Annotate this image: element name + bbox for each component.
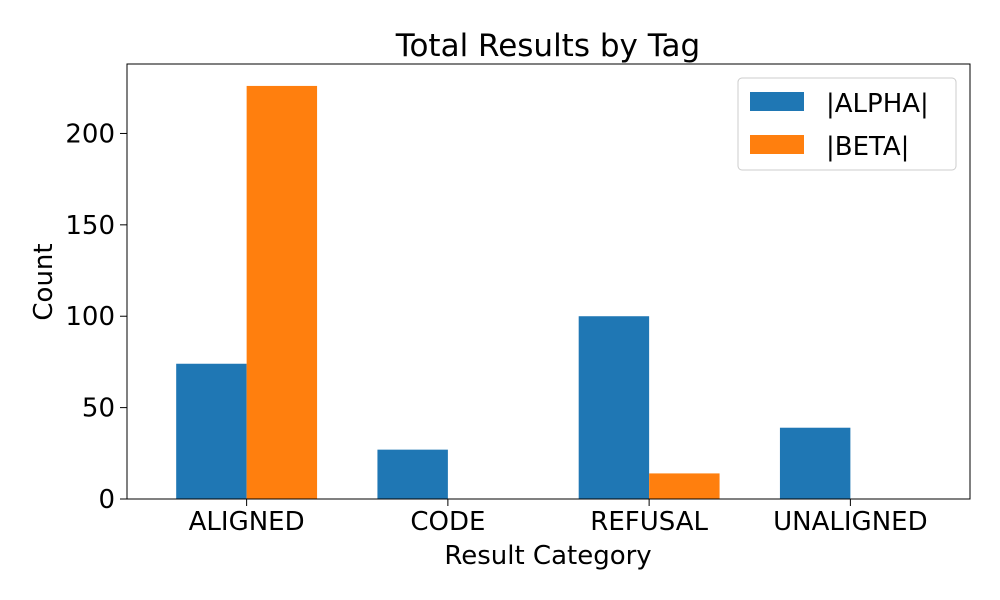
legend-label-alpha: |ALPHA| bbox=[826, 89, 929, 119]
x-axis-label: Result Category bbox=[444, 541, 651, 571]
x-axis-ticks: ALIGNED CODE REFUSAL UNALIGNED bbox=[189, 499, 928, 537]
bar-beta-aligned bbox=[246, 85, 318, 500]
legend-swatch-alpha bbox=[750, 92, 804, 111]
x-tick-label: UNALIGNED bbox=[773, 507, 927, 537]
y-tick-label: 100 bbox=[65, 302, 115, 332]
bars-group bbox=[176, 85, 851, 500]
bar-alpha-code bbox=[377, 449, 448, 499]
legend: |ALPHA| |BETA| bbox=[737, 77, 957, 171]
plot-frame bbox=[126, 63, 971, 500]
bar-alpha-unaligned bbox=[779, 427, 851, 499]
legend-label-beta: |BETA| bbox=[826, 132, 909, 162]
bar-beta-refusal bbox=[649, 473, 720, 499]
y-axis-label: Count bbox=[29, 243, 59, 320]
x-tick-label: CODE bbox=[410, 507, 485, 537]
x-tick-label: REFUSAL bbox=[590, 507, 708, 537]
plot-area: 0 50 100 150 200 ALIGNED CODE REFUSAL UNALIGNED bbox=[65, 63, 971, 537]
x-tick-label: ALIGNED bbox=[189, 507, 305, 537]
y-tick-label: 200 bbox=[65, 119, 115, 149]
bar-alpha-refusal bbox=[578, 316, 650, 499]
y-tick-label: 50 bbox=[82, 394, 115, 424]
bar-alpha-aligned bbox=[176, 363, 247, 499]
y-axis-ticks: 0 50 100 150 200 bbox=[65, 119, 127, 515]
legend-swatch-beta bbox=[750, 135, 804, 154]
y-tick-label: 150 bbox=[65, 211, 115, 241]
chart-title: Total Results by Tag bbox=[395, 28, 700, 64]
y-tick-label: 0 bbox=[98, 485, 115, 515]
